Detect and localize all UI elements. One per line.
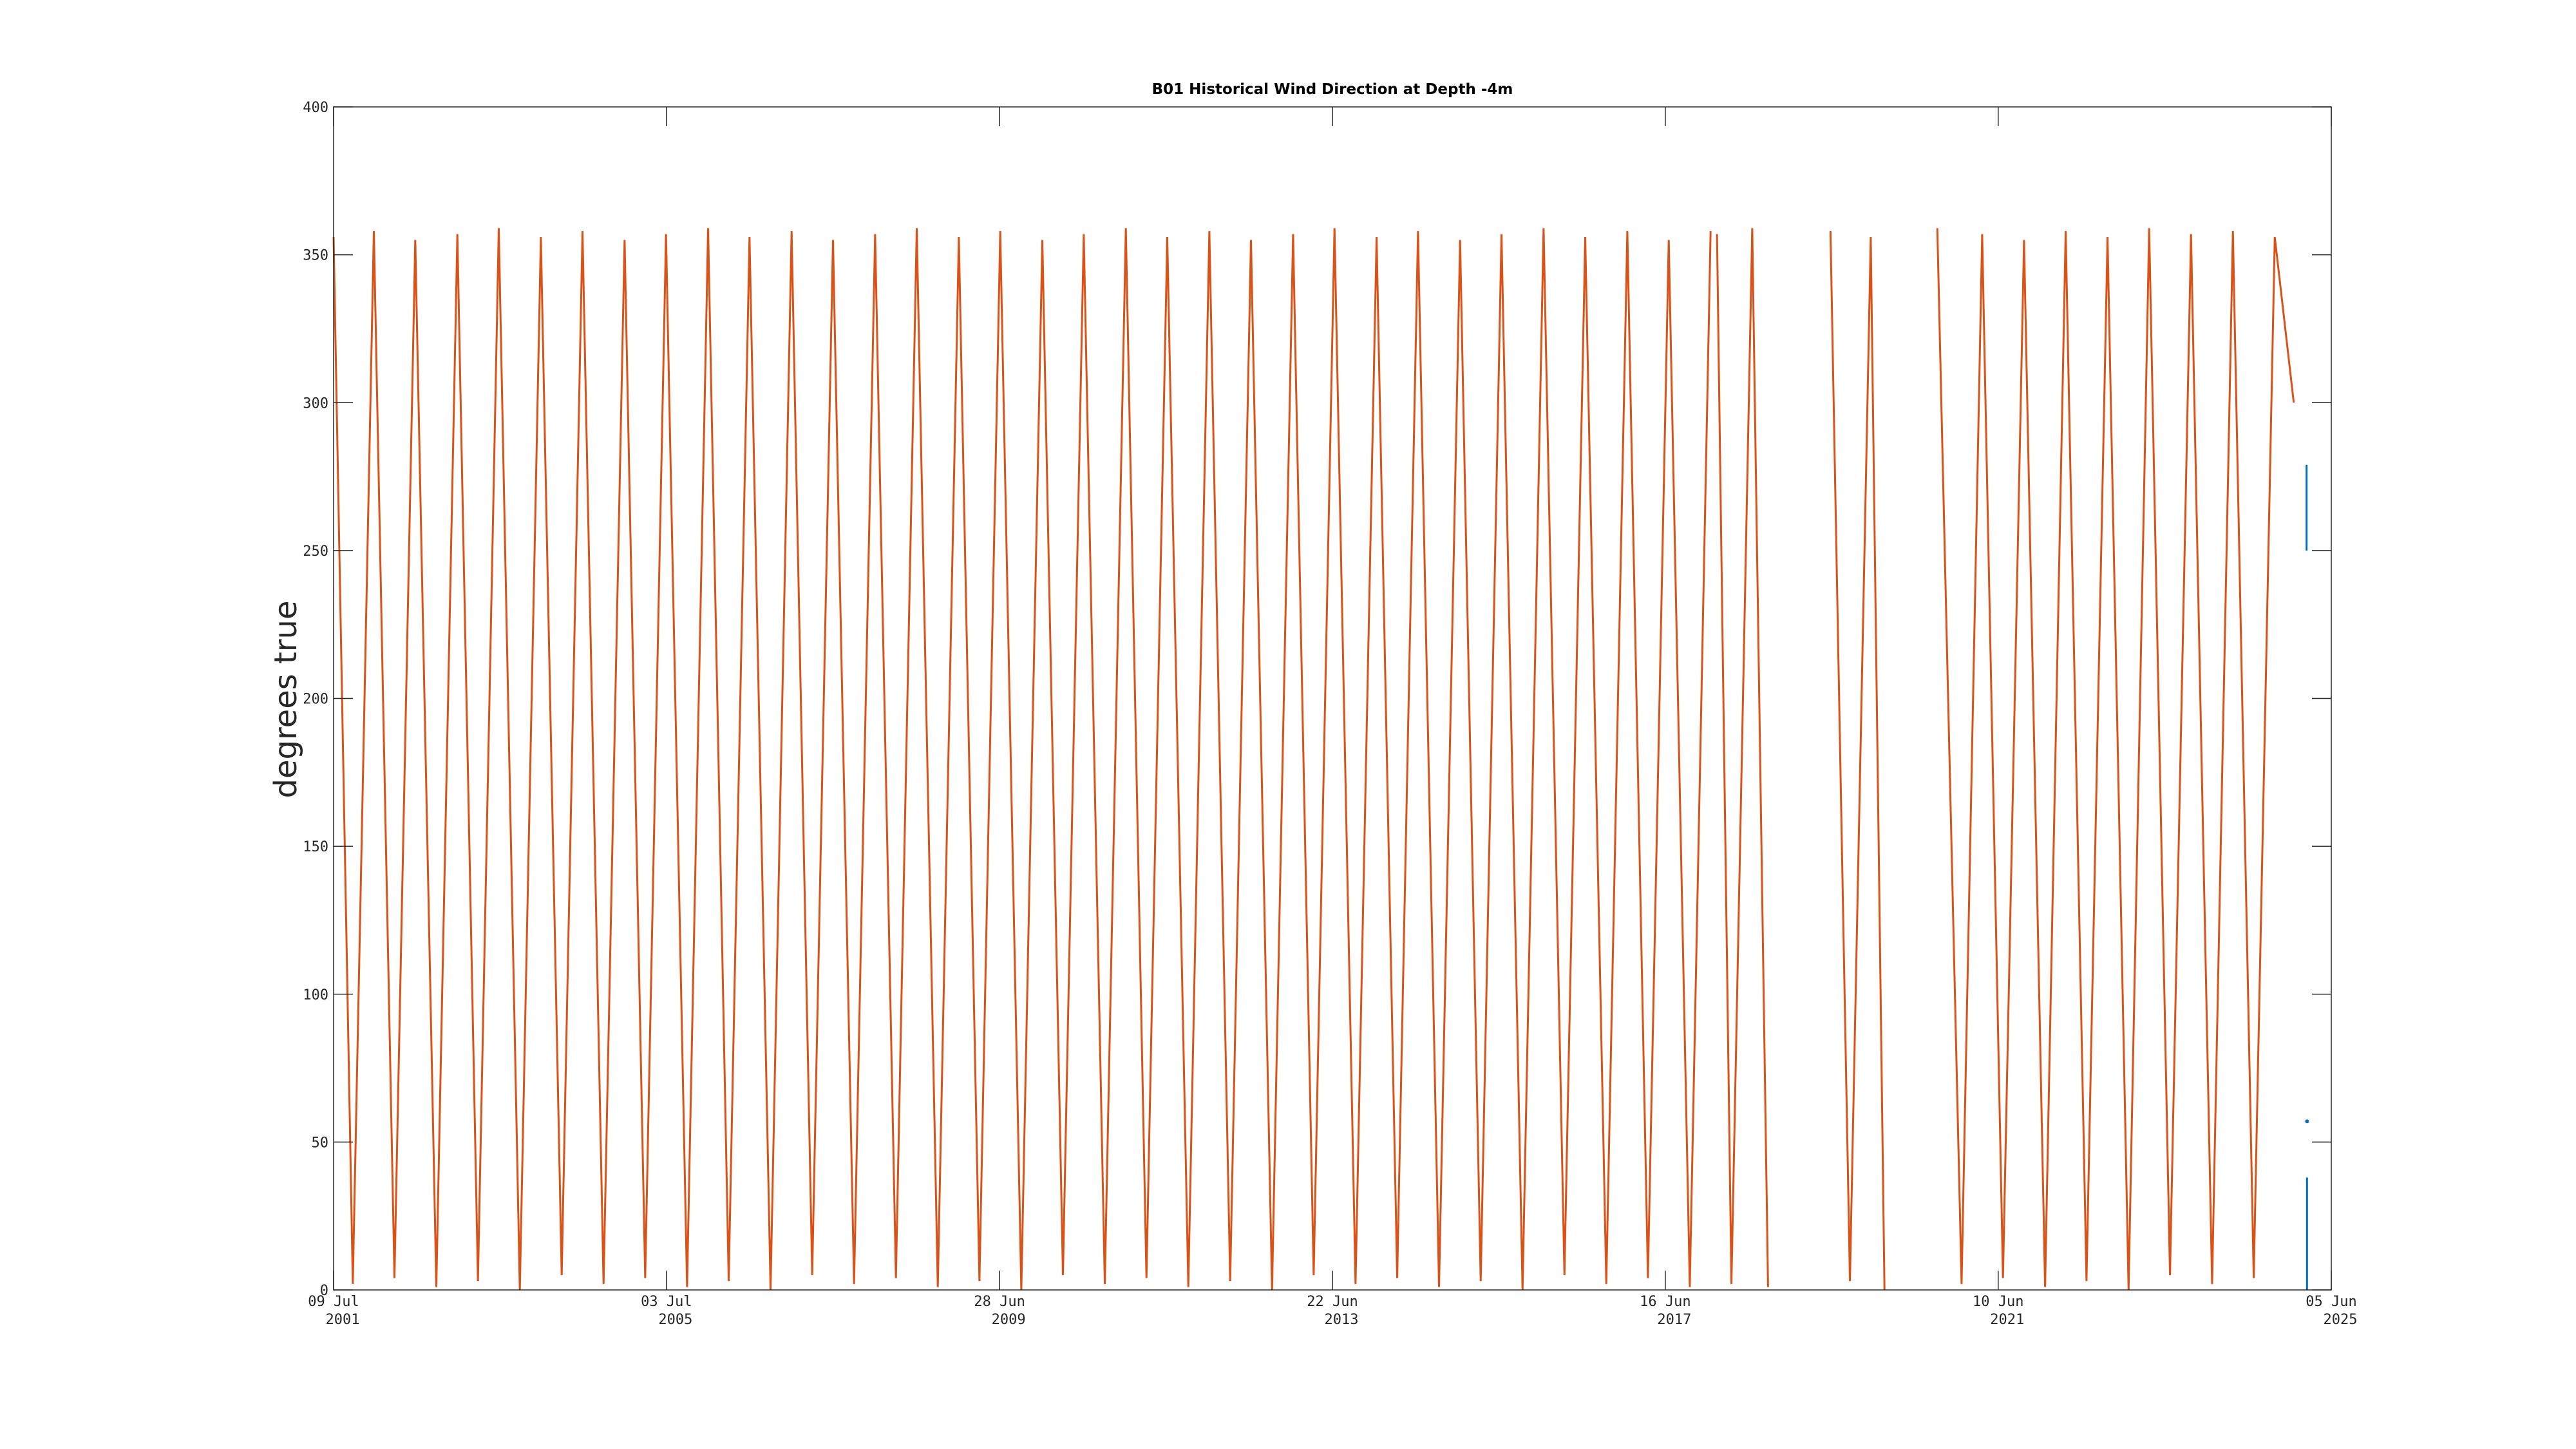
x-tick-label: 03 Jul: [641, 1294, 692, 1310]
x-tick-label: 2021: [1990, 1312, 2024, 1328]
series-line: [332, 228, 1712, 1291]
x-tick-label: 2009: [992, 1312, 1026, 1328]
x-tick-label: 22 Jun: [1307, 1294, 1358, 1310]
data-point: [2305, 1119, 2309, 1124]
chart-title: B01 Historical Wind Direction at Depth -…: [1152, 81, 1513, 98]
x-tick-label: 09 Jul: [308, 1294, 359, 1310]
y-tick-label: 350: [303, 248, 328, 264]
series-line: [1829, 231, 1886, 1291]
y-tick-label: 400: [303, 100, 328, 116]
x-tick-label: 28 Jun: [974, 1294, 1025, 1310]
y-tick-label: 250: [303, 544, 328, 560]
x-tick-label: 2001: [326, 1312, 360, 1328]
x-tick-label: 16 Jun: [1640, 1294, 1690, 1310]
x-tick-label: 2017: [1657, 1312, 1691, 1328]
x-tick-label: 2025: [2324, 1312, 2358, 1328]
y-tick-label: 150: [303, 839, 328, 855]
series-line: [1716, 228, 1769, 1287]
y-tick-label: 0: [320, 1283, 328, 1299]
x-tick-label: 2005: [658, 1312, 692, 1328]
x-tick-label: 05 Jun: [2306, 1294, 2356, 1310]
y-tick-label: 200: [303, 692, 328, 708]
x-tick-label: 2013: [1325, 1312, 1359, 1328]
series-line: [1936, 228, 2295, 1291]
y-tick-label: 50: [312, 1135, 329, 1151]
y-tick-label: 100: [303, 987, 328, 1003]
y-axis-label: degrees true: [268, 601, 304, 799]
y-tick-label: 300: [303, 395, 328, 412]
x-tick-label: 10 Jun: [1973, 1294, 2023, 1310]
